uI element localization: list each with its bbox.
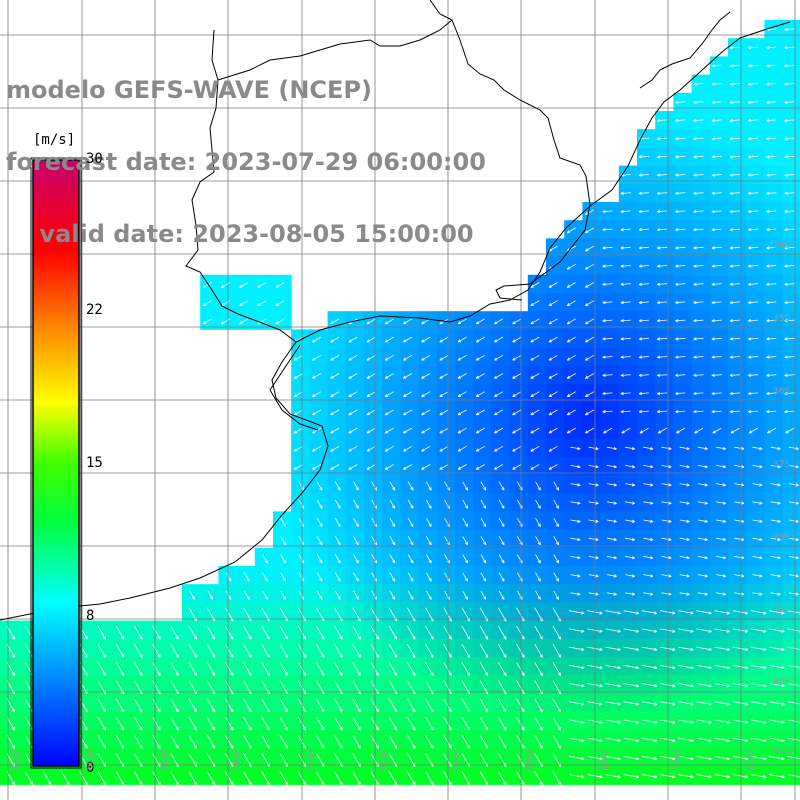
colorbar <box>30 157 82 769</box>
colorbar-tick-0: 0 <box>86 760 95 776</box>
title-line-1: modelo GEFS-WAVE (NCEP) <box>6 76 372 104</box>
lon-label-58w: 58W <box>233 749 243 770</box>
colorbar-tick-15: 15 <box>86 455 103 471</box>
lon-label-54w: 54W <box>526 749 536 770</box>
lat-label-41s: 41S <box>773 746 791 756</box>
colorbar-tick-30: 30 <box>86 151 103 167</box>
title-line-2: forecast date: 2023-07-29 06:00:00 <box>6 148 486 176</box>
lat-label-37s: 37S <box>773 460 791 470</box>
map-title: modelo GEFS-WAVE (NCEP) forecast date: 2… <box>6 30 486 270</box>
lon-label-53w: 53W <box>600 749 610 770</box>
colorbar-unit: [m/s] <box>33 132 76 148</box>
lon-label-59w: 59W <box>160 749 170 770</box>
title-line-3: valid date: 2023-08-05 15:00:00 <box>6 220 474 248</box>
lat-label-38s: 38S <box>773 533 791 543</box>
wind-arrows <box>6 27 800 786</box>
lon-label-52w: 52W <box>673 749 683 770</box>
lat-label-34s: 34S <box>773 241 791 251</box>
coastline <box>0 0 791 621</box>
colorbar-frame <box>30 157 82 769</box>
lon-label-51w: 51W <box>746 749 756 770</box>
colorbar-tick-8: 8 <box>86 608 95 624</box>
colorbar-tick-22: 22 <box>86 302 103 318</box>
lon-label-61w: 61W <box>12 749 22 770</box>
lon-label-57w: 57W <box>307 749 317 770</box>
lon-label-55w: 55W <box>453 749 463 770</box>
colorbar-gradient <box>32 159 80 767</box>
lon-label-60w: 60W <box>86 749 96 770</box>
lat-label-40s: 40S <box>773 677 791 687</box>
lat-label-35s: 35S <box>773 314 791 324</box>
lat-label-36s: 36S <box>773 387 791 397</box>
lat-label-39s: 39S <box>773 604 791 614</box>
lon-label-56w: 56W <box>380 749 390 770</box>
